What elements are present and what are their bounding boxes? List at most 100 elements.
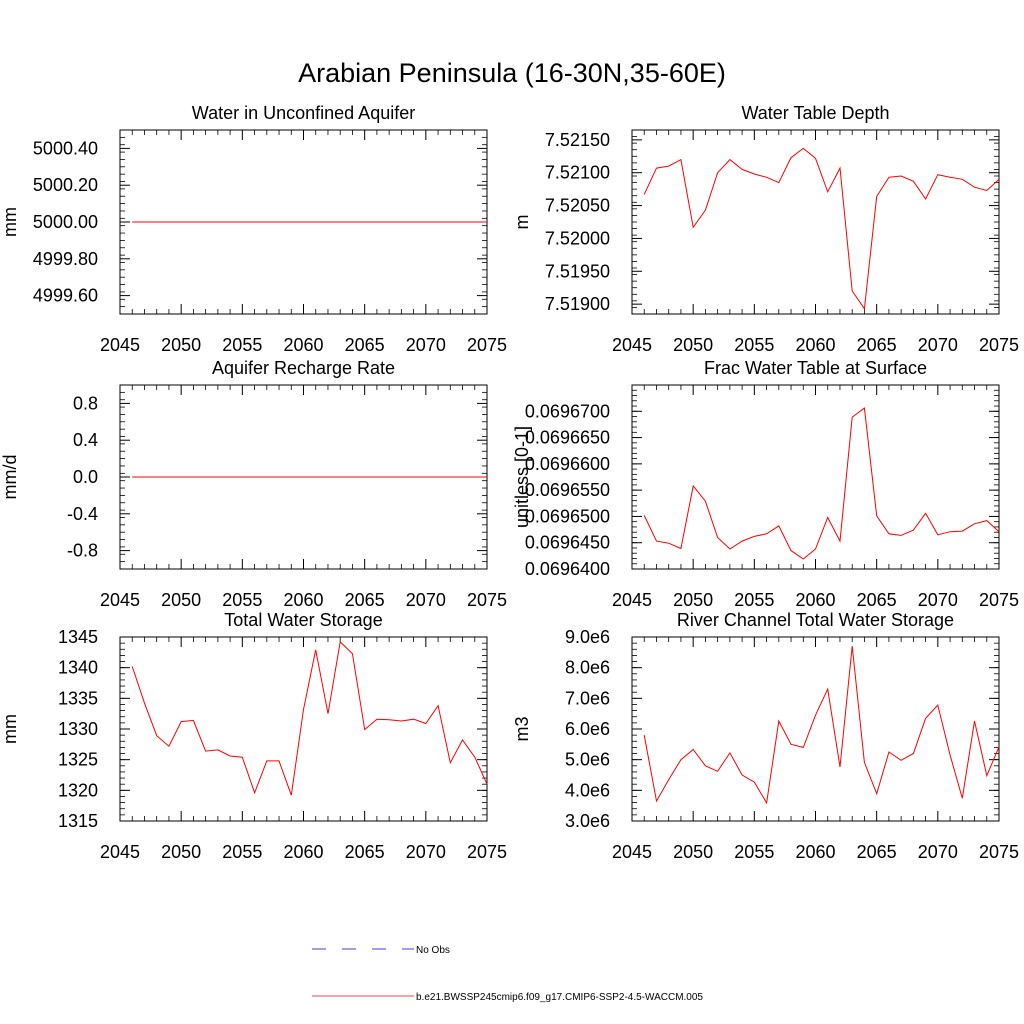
y-tick-label: 5000.40 <box>33 138 98 158</box>
y-tick-label: 7.0e6 <box>565 688 610 708</box>
panel-5: Total Water Storage mm 2045 2050 2055 2060 206… <box>0 610 507 862</box>
x-tick-label: 2045 <box>612 335 652 355</box>
y-tick-label: 0.0696400 <box>525 559 610 579</box>
x-tick-label: 2060 <box>795 335 835 355</box>
y-tick-label: 9.0e6 <box>565 627 610 647</box>
y-tick-label: 4.0e6 <box>565 780 610 800</box>
plot-frame <box>631 384 1000 570</box>
y-tick-label: 1335 <box>58 688 98 708</box>
panel-title: River Channel Total Water Storage <box>677 610 954 630</box>
x-tick-label: 2065 <box>345 590 385 610</box>
x-tick-label: 2055 <box>222 590 262 610</box>
x-tick-label: 2055 <box>222 842 262 862</box>
x-tick-label: 2075 <box>979 335 1019 355</box>
x-tick-label: 2045 <box>100 842 140 862</box>
x-tick-label: 2065 <box>857 842 897 862</box>
y-tick-label: 1330 <box>58 719 98 739</box>
x-tick-label: 2055 <box>734 842 774 862</box>
y-tick-label: 5.0e6 <box>565 750 610 770</box>
x-tick-label: 2050 <box>673 335 713 355</box>
x-tick-label: 2050 <box>161 842 201 862</box>
x-tick-label: 2075 <box>467 842 507 862</box>
x-tick-label: 2060 <box>795 842 835 862</box>
legend: No Obs b.e21.BWSSP245cmip6.f09_g17.CMIP6… <box>312 945 703 1003</box>
y-tick-label: 4999.80 <box>33 249 98 269</box>
x-tick-label: 2050 <box>673 842 713 862</box>
y-axis-label: m3 <box>512 716 532 741</box>
x-tick-label: 2075 <box>979 590 1019 610</box>
x-tick-label: 2050 <box>161 590 201 610</box>
x-tick-label: 2055 <box>734 335 774 355</box>
y-tick-label: 1320 <box>58 780 98 800</box>
y-tick-label: 0.0 <box>73 467 98 487</box>
y-axis-label: m <box>512 215 532 230</box>
panel-title: Water Table Depth <box>741 103 889 123</box>
y-tick-label: 0.4 <box>73 430 98 450</box>
x-tick-label: 2070 <box>406 842 446 862</box>
y-tick-label: 1345 <box>58 627 98 647</box>
y-tick-label: 3.0e6 <box>565 811 610 831</box>
legend-model-label: b.e21.BWSSP245cmip6.f09_g17.CMIP6-SSP2-4… <box>416 992 703 1003</box>
y-tick-label: 0.0696650 <box>525 428 610 448</box>
x-tick-label: 2065 <box>345 335 385 355</box>
y-axis-label: unitless [0-1] <box>512 426 532 528</box>
panel-1: Water in Unconfined Aquifer mm 2045 2050 205… <box>0 103 507 355</box>
y-tick-label: -0.4 <box>67 504 98 524</box>
panel-6: River Channel Total Water Storage m3 2045 2… <box>512 610 1019 862</box>
y-tick-label: 5000.20 <box>33 175 98 195</box>
legend-obs-label: No Obs <box>416 945 450 956</box>
y-tick-label: 0.0696500 <box>525 506 610 526</box>
series-line <box>643 646 1000 805</box>
x-tick-label: 2055 <box>222 335 262 355</box>
y-tick-label: 0.0696600 <box>525 454 610 474</box>
figure-title: Arabian Peninsula (16-30N,35-60E) <box>298 58 726 88</box>
y-tick-label: 8.0e6 <box>565 658 610 678</box>
y-tick-label: -0.8 <box>67 541 98 561</box>
x-tick-label: 2075 <box>467 335 507 355</box>
y-tick-label: 7.51950 <box>545 261 610 281</box>
x-tick-label: 2075 <box>979 842 1019 862</box>
y-tick-label: 7.52100 <box>545 163 610 183</box>
x-tick-label: 2070 <box>918 842 958 862</box>
x-tick-label: 2065 <box>857 590 897 610</box>
x-tick-label: 2070 <box>406 590 446 610</box>
x-tick-label: 2060 <box>283 842 323 862</box>
y-tick-label: 5000.00 <box>33 212 98 232</box>
series-line <box>131 640 488 796</box>
y-tick-label: 0.8 <box>73 393 98 413</box>
x-tick-label: 2075 <box>467 590 507 610</box>
y-axis-label: mm <box>0 207 20 237</box>
y-tick-label: 7.51900 <box>545 294 610 314</box>
x-tick-label: 2045 <box>100 590 140 610</box>
plot-frame <box>119 636 488 822</box>
y-tick-label: 0.0696550 <box>525 480 610 500</box>
panels: Water in Unconfined Aquifer mm 2045 2050 205… <box>0 103 1019 862</box>
y-tick-label: 4999.60 <box>33 286 98 306</box>
panel-title: Aquifer Recharge Rate <box>212 358 395 378</box>
x-tick-label: 2060 <box>795 590 835 610</box>
x-tick-label: 2055 <box>734 590 774 610</box>
x-tick-label: 2060 <box>283 335 323 355</box>
panel-title: Frac Water Table at Surface <box>704 358 927 378</box>
y-axis-label: mm <box>0 714 20 744</box>
y-tick-label: 7.52050 <box>545 196 610 216</box>
y-tick-label: 0.0696450 <box>525 533 610 553</box>
x-tick-label: 2070 <box>918 335 958 355</box>
y-tick-label: 0.0696700 <box>525 401 610 421</box>
panel-3: Aquifer Recharge Rate mm/d 2045 2050 2055 206… <box>0 358 507 610</box>
x-tick-label: 2045 <box>612 590 652 610</box>
x-tick-label: 2070 <box>406 335 446 355</box>
y-tick-label: 7.52000 <box>545 228 610 248</box>
y-tick-label: 1315 <box>58 811 98 831</box>
x-tick-label: 2070 <box>918 590 958 610</box>
series-line <box>643 147 1000 311</box>
x-tick-label: 2050 <box>161 335 201 355</box>
y-tick-label: 7.52150 <box>545 130 610 150</box>
x-tick-label: 2050 <box>673 590 713 610</box>
x-tick-label: 2060 <box>283 590 323 610</box>
x-tick-label: 2045 <box>100 335 140 355</box>
panel-4: Frac Water Table at Surface unitless [0-1… <box>512 358 1019 610</box>
series-line <box>643 407 1000 560</box>
plot-frame <box>631 129 1000 315</box>
